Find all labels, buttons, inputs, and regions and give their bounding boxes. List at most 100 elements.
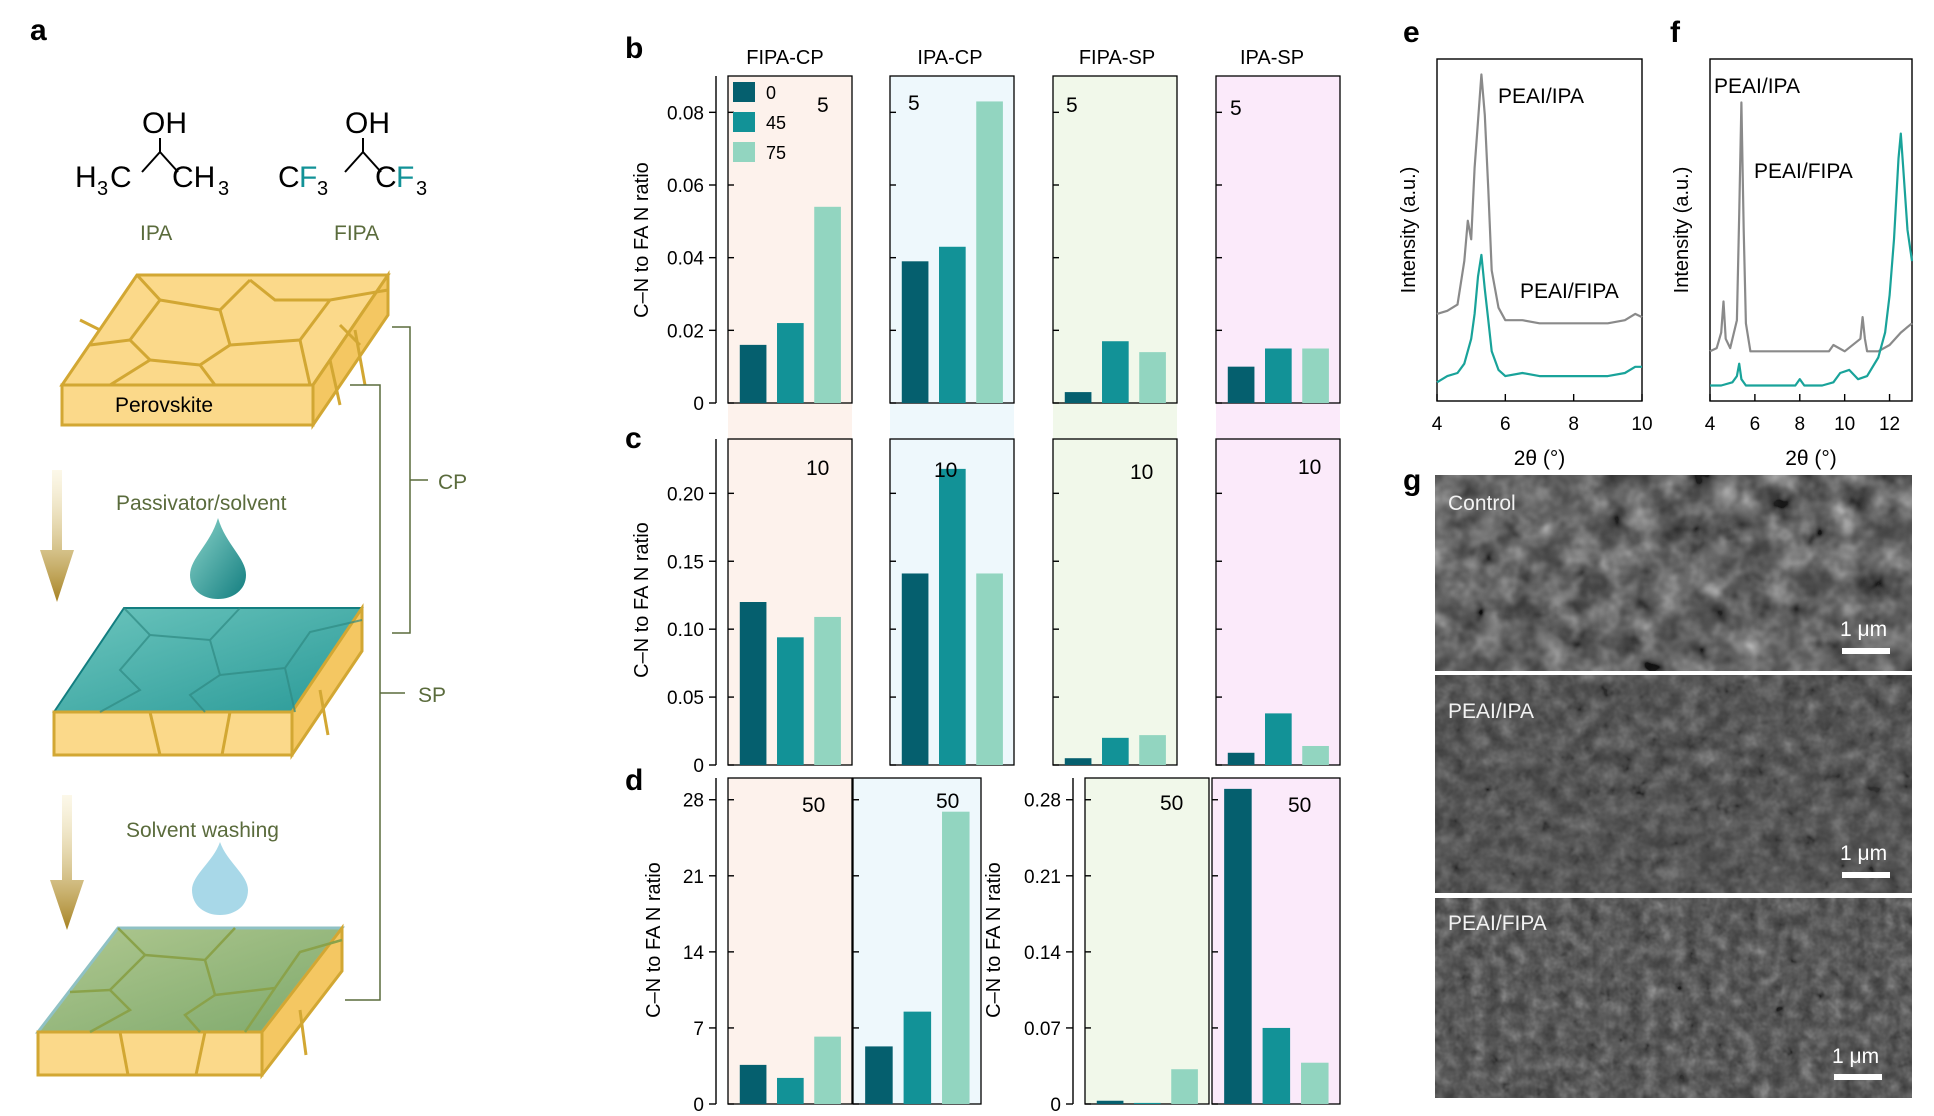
panel-b-bar-fipa-cp-2: [814, 206, 841, 403]
fipa-molecule: OH C F 3 C F 3: [278, 107, 427, 200]
panel-d-left-chart: C–N to FA N ratio 0 7 14 21 28 50 50: [643, 777, 982, 1116]
sem-image-peai-ipa: PEAI/IPA 1 μm: [1435, 675, 1912, 893]
ipa-molecule: OH H 3 C CH 3: [75, 107, 229, 200]
panel-c-subplot-fipa-sp: [1052, 438, 1178, 766]
scale-bar: [1842, 872, 1890, 878]
panel-b-y-tick-label: 0.02: [667, 321, 704, 342]
panel-c-y-tick-label: 0.10: [667, 620, 704, 641]
panel-d-left-group-label-fipa-cp: 50: [802, 794, 825, 817]
panel-b-group-label-fipa-cp: 5: [817, 94, 829, 117]
sem-images: Control 1 μm PEAI/IPA 1 μm PEAI/FIPA 1 μ…: [1435, 475, 1912, 1098]
panel-e-chart-line-peai-fipa: [1436, 253, 1642, 384]
panel-b-bar-ipa-sp-1: [1265, 348, 1292, 403]
panel-d-right-y-tick-label: 0: [1050, 1095, 1061, 1116]
panel-d-right-y-tick-label: 0.14: [1024, 943, 1061, 964]
ipa-ch-text: CH: [172, 161, 215, 194]
row-connector-bands: [728, 403, 1340, 439]
panel-c-y-tick-label: 0.15: [667, 552, 704, 573]
perovskite-slab: Perovskite: [59, 270, 391, 430]
panel-c-y-label: C–N to FA N ratio: [631, 522, 653, 678]
panel-d-left-bar-fipa-cp-0: [739, 1064, 767, 1104]
panel-c-bar-ipa-cp-2: [976, 573, 1003, 765]
panel-c-bar-fipa-sp-1: [1102, 737, 1129, 765]
legend-swatch-0: [733, 82, 755, 102]
panel-b-y-tick-label: 0.04: [667, 249, 704, 270]
panel-c-y-tick-label: 0.20: [667, 484, 704, 505]
sem-label-peai-ipa: PEAI/IPA: [1448, 700, 1534, 723]
panel-e-chart-line-peai-ipa: [1436, 73, 1643, 325]
column-title-ipa-cp: IPA-CP: [917, 47, 982, 69]
ipa-oh-text: OH: [142, 107, 187, 140]
panel-b-group-label-fipa-sp: 5: [1066, 94, 1078, 117]
sem-scale-control: 1 μm: [1840, 618, 1887, 641]
panel-label-b: b: [625, 32, 643, 65]
panel-d-left-bar-ipa-cp-0: [865, 1046, 893, 1104]
fipa-oh-text: OH: [345, 107, 390, 140]
panel-b-bar-fipa-cp-0: [739, 344, 767, 403]
scale-bar: [1842, 648, 1890, 654]
panel-d-right-group-label-fipa-sp: 50: [1160, 792, 1183, 815]
column-title-fipa-cp: FIPA-CP: [746, 47, 823, 69]
panel-e-chart-x-label: 2θ (°): [1514, 447, 1566, 470]
panel-c-y-tick-label: 0.05: [667, 688, 704, 709]
sem-image-peai-fipa: PEAI/FIPA 1 μm: [1435, 898, 1912, 1098]
panel-d-right-bar-ipa-sp-2: [1301, 1062, 1329, 1104]
panel-c-group-label-ipa-cp: 10: [934, 459, 957, 482]
panel-c-subplot-ipa-sp: [1215, 438, 1341, 766]
panel-b-bar-ipa-sp-2: [1302, 348, 1329, 403]
panel-f-chart: 4 6 8 10 12 2θ (°) Intensity (a.u.) PEAI/IPA PEA…: [1671, 58, 1914, 470]
panel-d-right-bar-fipa-sp-0: [1096, 1100, 1124, 1104]
panel-b-group-label-ipa-cp: 5: [908, 92, 920, 115]
process-arrow-1: [40, 470, 74, 602]
panel-e-chart-x-tick-label: 8: [1568, 414, 1579, 435]
panel-label-f: f: [1670, 16, 1681, 49]
legend-label-0: 0: [766, 83, 776, 103]
panel-d-left-y-tick-label: 0: [693, 1095, 704, 1116]
legend-label-45: 45: [766, 113, 786, 133]
sem-label-peai-fipa: PEAI/FIPA: [1448, 912, 1547, 935]
panel-d-right-group-label-ipa-sp: 50: [1288, 794, 1311, 817]
passivated-slab: [52, 603, 364, 760]
xrd-charts: 4 6 8 10 2θ (°) Intensity (a.u.) PEAI/IPA PEAI/…: [1398, 58, 1914, 470]
panel-f-chart-frame: [1709, 58, 1913, 402]
panel-c-bar-fipa-cp-2: [814, 616, 841, 765]
perovskite-text: Perovskite: [115, 394, 213, 417]
panel-b-y-label: C–N to FA N ratio: [631, 162, 653, 318]
panel-d-right-chart: C–N to FA N ratio 0 0.07 0.14 0.21 0.28 50 50: [983, 777, 1341, 1116]
fipa-f1-sub: 3: [317, 178, 328, 200]
fipa-f2-text: F: [396, 161, 414, 194]
fipa-f1-text: F: [299, 161, 317, 194]
teal-droplet-icon: [190, 518, 246, 599]
panel-c-bar-ipa-sp-0: [1227, 752, 1255, 765]
panel-d-right-subplot-fipa-sp: [1084, 777, 1210, 1105]
panel-b-legend: 0 45 75: [733, 82, 786, 163]
panel-label-e: e: [1403, 16, 1420, 49]
panel-e-chart-y-label: Intensity (a.u.): [1398, 167, 1420, 294]
panel-c-bar-ipa-cp-0: [901, 573, 929, 765]
panel-c-y-tick-label: 0: [693, 756, 704, 777]
panel-b-bar-fipa-sp-1: [1102, 341, 1129, 403]
panel-c-bar-fipa-cp-1: [777, 637, 804, 765]
panel-b-bar-fipa-sp-2: [1139, 352, 1166, 403]
panel-c-bar-ipa-sp-1: [1265, 713, 1292, 765]
panel-e-chart: 4 6 8 10 2θ (°) Intensity (a.u.) PEAI/IPA PEAI/…: [1398, 58, 1653, 470]
sp-label: SP: [418, 684, 446, 707]
column-title-ipa-sp: IPA-SP: [1240, 47, 1304, 69]
panel-b-bar-ipa-cp-2: [976, 101, 1003, 403]
panel-f-chart-series-label-peai-fipa: PEAI/FIPA: [1754, 160, 1853, 183]
panel-d-right-y-tick-label: 0.07: [1024, 1019, 1061, 1040]
washing-label: Solvent washing: [126, 819, 279, 842]
panel-b-group-label-ipa-sp: 5: [1230, 97, 1242, 120]
sem-label-control: Control: [1448, 492, 1516, 515]
panel-label-c: c: [625, 422, 642, 455]
panel-f-chart-x-label: 2θ (°): [1785, 447, 1837, 470]
ipa-h-text: H: [75, 161, 97, 194]
panel-d-left-y-tick-label: 7: [693, 1019, 704, 1040]
ipa-h-sub: 3: [97, 178, 108, 200]
panel-d-left-bar-ipa-cp-2: [942, 811, 970, 1104]
panel-e-chart-x-tick-label: 6: [1500, 414, 1511, 435]
panel-b-bar-ipa-sp-0: [1227, 366, 1255, 403]
fipa-f2-sub: 3: [416, 178, 427, 200]
panel-d-left-y-tick-label: 28: [683, 791, 704, 812]
